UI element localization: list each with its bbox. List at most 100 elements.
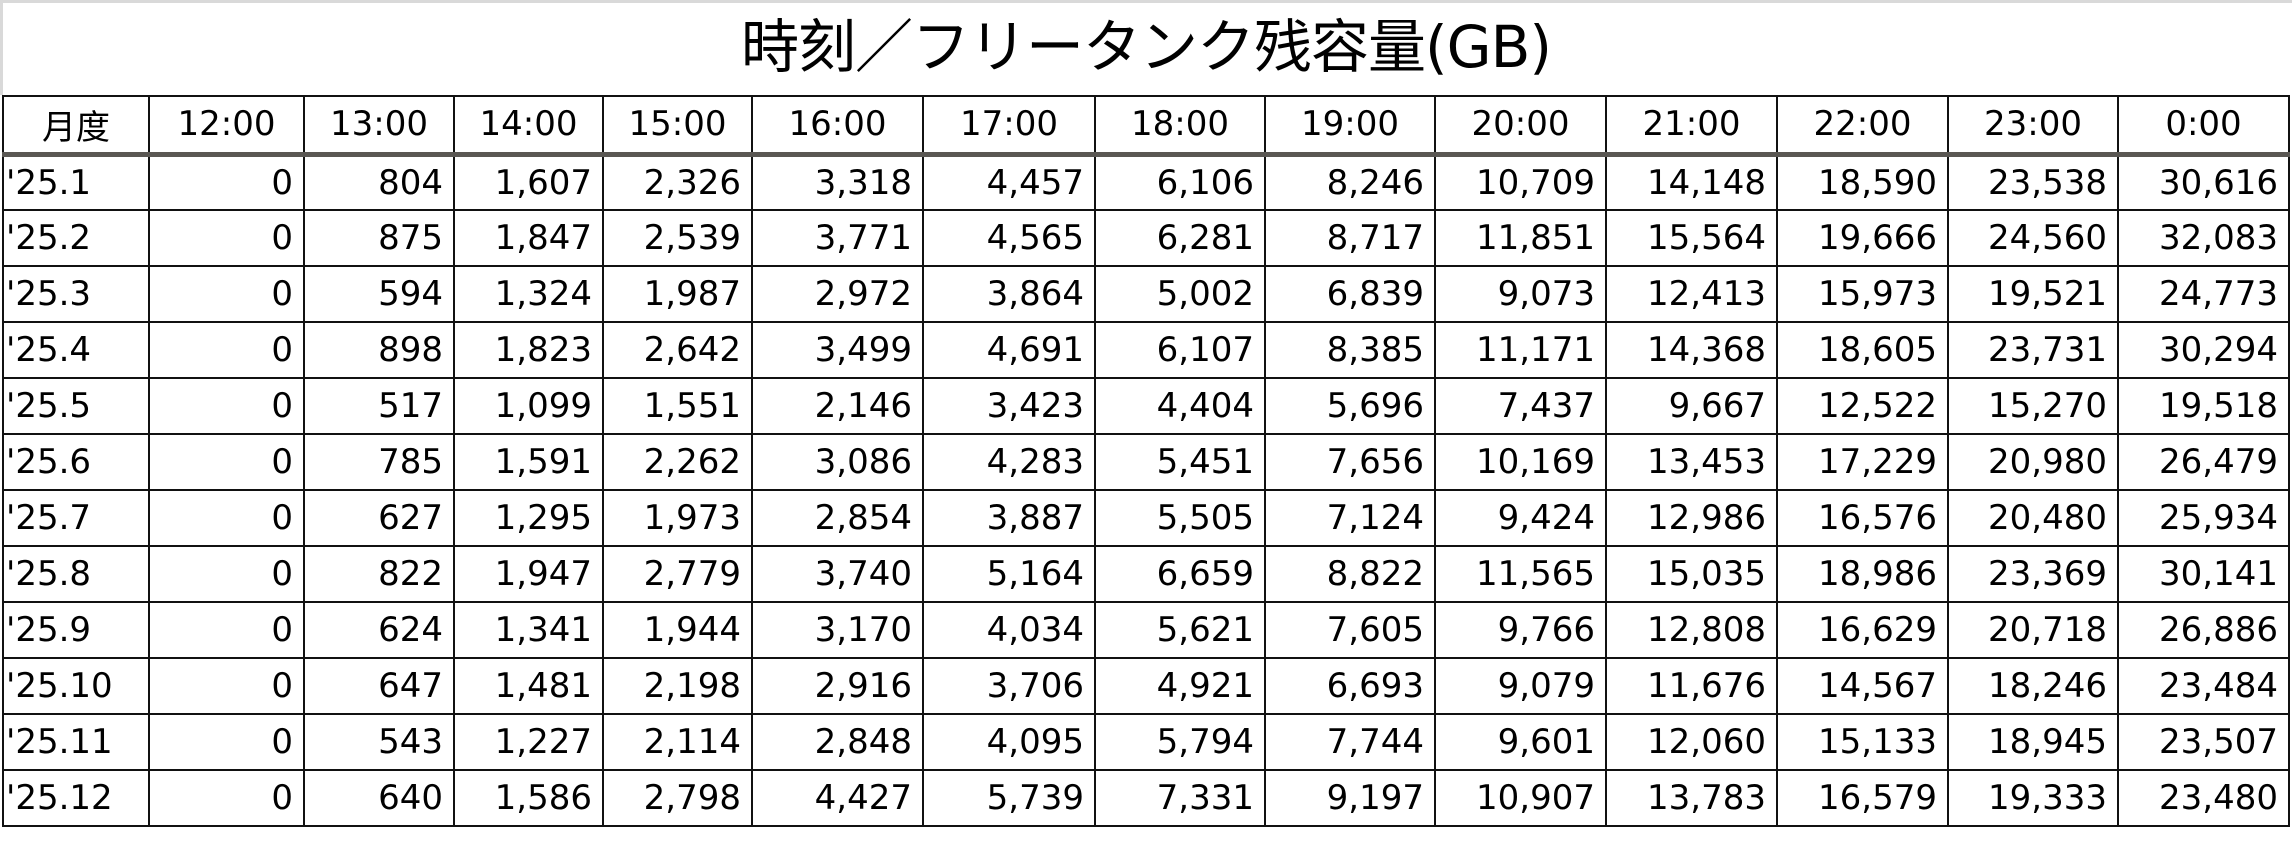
capacity-cell: 3,740 bbox=[751, 545, 924, 603]
capacity-cell: 15,270 bbox=[1947, 377, 2119, 435]
capacity-cell: 24,560 bbox=[1947, 209, 2119, 267]
capacity-cell: 7,744 bbox=[1264, 713, 1436, 771]
capacity-cell: 2,854 bbox=[751, 489, 924, 547]
capacity-cell: 18,246 bbox=[1947, 657, 2119, 715]
capacity-cell: 5,164 bbox=[922, 545, 1096, 603]
capacity-cell: 23,507 bbox=[2117, 713, 2290, 771]
capacity-cell: 5,451 bbox=[1094, 433, 1266, 491]
month-cell: '25.9 bbox=[2, 601, 150, 659]
month-cell: '25.6 bbox=[2, 433, 150, 491]
table-row: '25.11 0 543 1,227 2,114 2,848 4,095 5,794 7,744… bbox=[2, 713, 2290, 771]
capacity-cell: 6,659 bbox=[1094, 545, 1266, 603]
capacity-cell: 3,086 bbox=[751, 433, 924, 491]
capacity-cell: 9,601 bbox=[1434, 713, 1607, 771]
month-cell: '25.10 bbox=[2, 657, 150, 715]
capacity-cell: 627 bbox=[303, 489, 455, 547]
capacity-cell: 30,616 bbox=[2117, 153, 2290, 211]
capacity-cell: 5,696 bbox=[1264, 377, 1436, 435]
column-header-time: 13:00 bbox=[303, 95, 455, 157]
month-cell: '25.1 bbox=[2, 153, 150, 211]
column-header-month: 月度 bbox=[2, 95, 150, 157]
capacity-cell: 24,773 bbox=[2117, 265, 2290, 323]
capacity-cell: 1,987 bbox=[602, 265, 753, 323]
capacity-cell: 0 bbox=[148, 657, 305, 715]
capacity-cell: 1,823 bbox=[453, 321, 604, 379]
capacity-cell: 594 bbox=[303, 265, 455, 323]
capacity-cell: 3,318 bbox=[751, 153, 924, 211]
capacity-cell: 8,822 bbox=[1264, 545, 1436, 603]
capacity-cell: 10,169 bbox=[1434, 433, 1607, 491]
capacity-cell: 19,666 bbox=[1776, 209, 1949, 267]
table-row: '25.1 0 804 1,607 2,326 3,318 4,457 6,106 8,246 1… bbox=[2, 153, 2290, 211]
capacity-cell: 2,198 bbox=[602, 657, 753, 715]
capacity-cell: 5,739 bbox=[922, 769, 1096, 827]
capacity-cell: 2,848 bbox=[751, 713, 924, 771]
capacity-cell: 23,484 bbox=[2117, 657, 2290, 715]
capacity-cell: 0 bbox=[148, 153, 305, 211]
table-row: '25.6 0 785 1,591 2,262 3,086 4,283 5,451 7,656 1… bbox=[2, 433, 2290, 491]
capacity-cell: 543 bbox=[303, 713, 455, 771]
capacity-cell: 18,590 bbox=[1776, 153, 1949, 211]
capacity-cell: 0 bbox=[148, 433, 305, 491]
capacity-cell: 4,565 bbox=[922, 209, 1096, 267]
capacity-cell: 2,539 bbox=[602, 209, 753, 267]
capacity-cell: 785 bbox=[303, 433, 455, 491]
capacity-cell: 2,798 bbox=[602, 769, 753, 827]
capacity-cell: 12,808 bbox=[1605, 601, 1778, 659]
capacity-cell: 0 bbox=[148, 601, 305, 659]
capacity-table: 月度 12:00 13:00 14:00 15:00 16:00 17:00 18:00 19:… bbox=[2, 95, 2290, 827]
capacity-cell: 2,642 bbox=[602, 321, 753, 379]
capacity-cell: 1,944 bbox=[602, 601, 753, 659]
table-row: '25.8 0 822 1,947 2,779 3,740 5,164 6,659 8,822 1… bbox=[2, 545, 2290, 603]
capacity-cell: 1,607 bbox=[453, 153, 604, 211]
capacity-cell: 30,141 bbox=[2117, 545, 2290, 603]
capacity-cell: 1,481 bbox=[453, 657, 604, 715]
capacity-cell: 14,148 bbox=[1605, 153, 1778, 211]
capacity-cell: 26,479 bbox=[2117, 433, 2290, 491]
capacity-cell: 9,766 bbox=[1434, 601, 1607, 659]
capacity-cell: 8,246 bbox=[1264, 153, 1436, 211]
capacity-cell: 4,404 bbox=[1094, 377, 1266, 435]
capacity-cell: 20,480 bbox=[1947, 489, 2119, 547]
capacity-cell: 8,385 bbox=[1264, 321, 1436, 379]
month-cell: '25.5 bbox=[2, 377, 150, 435]
capacity-cell: 15,035 bbox=[1605, 545, 1778, 603]
capacity-cell: 19,521 bbox=[1947, 265, 2119, 323]
capacity-cell: 23,731 bbox=[1947, 321, 2119, 379]
capacity-cell: 15,564 bbox=[1605, 209, 1778, 267]
capacity-cell: 23,369 bbox=[1947, 545, 2119, 603]
capacity-cell: 3,423 bbox=[922, 377, 1096, 435]
capacity-cell: 18,605 bbox=[1776, 321, 1949, 379]
column-header-time: 21:00 bbox=[1605, 95, 1778, 157]
column-header-time: 16:00 bbox=[751, 95, 924, 157]
column-header-time: 19:00 bbox=[1264, 95, 1436, 157]
capacity-cell: 12,413 bbox=[1605, 265, 1778, 323]
capacity-cell: 1,099 bbox=[453, 377, 604, 435]
capacity-cell: 15,133 bbox=[1776, 713, 1949, 771]
column-header-time: 20:00 bbox=[1434, 95, 1607, 157]
capacity-cell: 20,980 bbox=[1947, 433, 2119, 491]
capacity-cell: 4,283 bbox=[922, 433, 1096, 491]
capacity-cell: 2,916 bbox=[751, 657, 924, 715]
capacity-cell: 0 bbox=[148, 209, 305, 267]
capacity-cell: 20,718 bbox=[1947, 601, 2119, 659]
capacity-cell: 1,324 bbox=[453, 265, 604, 323]
capacity-cell: 7,437 bbox=[1434, 377, 1607, 435]
column-header-time: 12:00 bbox=[148, 95, 305, 157]
capacity-cell: 14,368 bbox=[1605, 321, 1778, 379]
capacity-cell: 9,197 bbox=[1264, 769, 1436, 827]
capacity-cell: 12,986 bbox=[1605, 489, 1778, 547]
capacity-cell: 30,294 bbox=[2117, 321, 2290, 379]
sheet-gridline bbox=[0, 0, 2292, 3]
column-header-time: 15:00 bbox=[602, 95, 753, 157]
capacity-cell: 0 bbox=[148, 489, 305, 547]
capacity-cell: 19,333 bbox=[1947, 769, 2119, 827]
capacity-cell: 2,146 bbox=[751, 377, 924, 435]
capacity-cell: 9,079 bbox=[1434, 657, 1607, 715]
table-row: '25.5 0 517 1,099 1,551 2,146 3,423 4,404 5,696 7… bbox=[2, 377, 2290, 435]
capacity-cell: 6,839 bbox=[1264, 265, 1436, 323]
capacity-cell: 0 bbox=[148, 769, 305, 827]
month-cell: '25.3 bbox=[2, 265, 150, 323]
capacity-cell: 9,667 bbox=[1605, 377, 1778, 435]
page-title: 時刻／フリータンク残容量(GB) bbox=[741, 13, 1552, 81]
